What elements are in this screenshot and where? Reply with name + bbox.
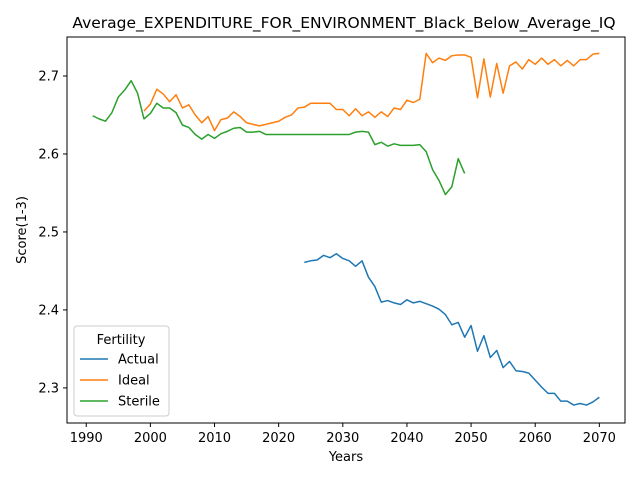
legend-title: Fertility xyxy=(97,333,146,348)
legend-label: Ideal xyxy=(118,374,150,389)
legend-label: Actual xyxy=(118,353,159,368)
x-tick-label: 2040 xyxy=(390,431,423,446)
x-tick-label: 2070 xyxy=(583,431,616,446)
y-tick-label: 2.5 xyxy=(38,225,59,240)
legend-label: Sterile xyxy=(118,395,160,410)
x-tick-label: 2010 xyxy=(198,431,231,446)
series-line-sterile xyxy=(92,79,466,196)
x-tick-label: 1990 xyxy=(70,431,103,446)
x-axis-ticks: 1990 2000 2010 2020 2030 2040 2050 2060 2070 xyxy=(70,423,616,446)
y-tick-label: 2.3 xyxy=(38,381,59,396)
y-axis-ticks: 2.3 2.4 2.5 2.6 2.7 xyxy=(38,69,67,396)
plot-lines xyxy=(92,52,600,406)
chart-title: Average_EXPENDITURE_FOR_ENVIRONMENT_Blac… xyxy=(72,14,615,33)
x-tick-label: 2020 xyxy=(262,431,295,446)
plot-frame xyxy=(66,36,626,424)
series-line-actual xyxy=(304,253,600,406)
x-axis-label: Years xyxy=(328,450,364,465)
y-tick-label: 2.6 xyxy=(38,147,59,162)
legend-entry-sterile: Sterile xyxy=(80,395,160,410)
x-tick-label: 2050 xyxy=(455,431,488,446)
series-line-ideal xyxy=(143,52,600,132)
y-axis-label: Score(1-3) xyxy=(15,196,30,264)
legend-entry-ideal: Ideal xyxy=(80,374,150,389)
legend-box xyxy=(73,325,170,417)
x-tick-label: 2060 xyxy=(519,431,552,446)
y-tick-label: 2.4 xyxy=(38,303,59,318)
legend-entries: Actual Ideal Sterile xyxy=(80,353,160,410)
x-tick-label: 2030 xyxy=(326,431,359,446)
legend: Fertility Actual Ideal Sterile xyxy=(73,325,170,417)
x-tick-label: 2000 xyxy=(134,431,167,446)
y-tick-label: 2.7 xyxy=(38,69,59,84)
legend-entry-actual: Actual xyxy=(80,353,159,368)
